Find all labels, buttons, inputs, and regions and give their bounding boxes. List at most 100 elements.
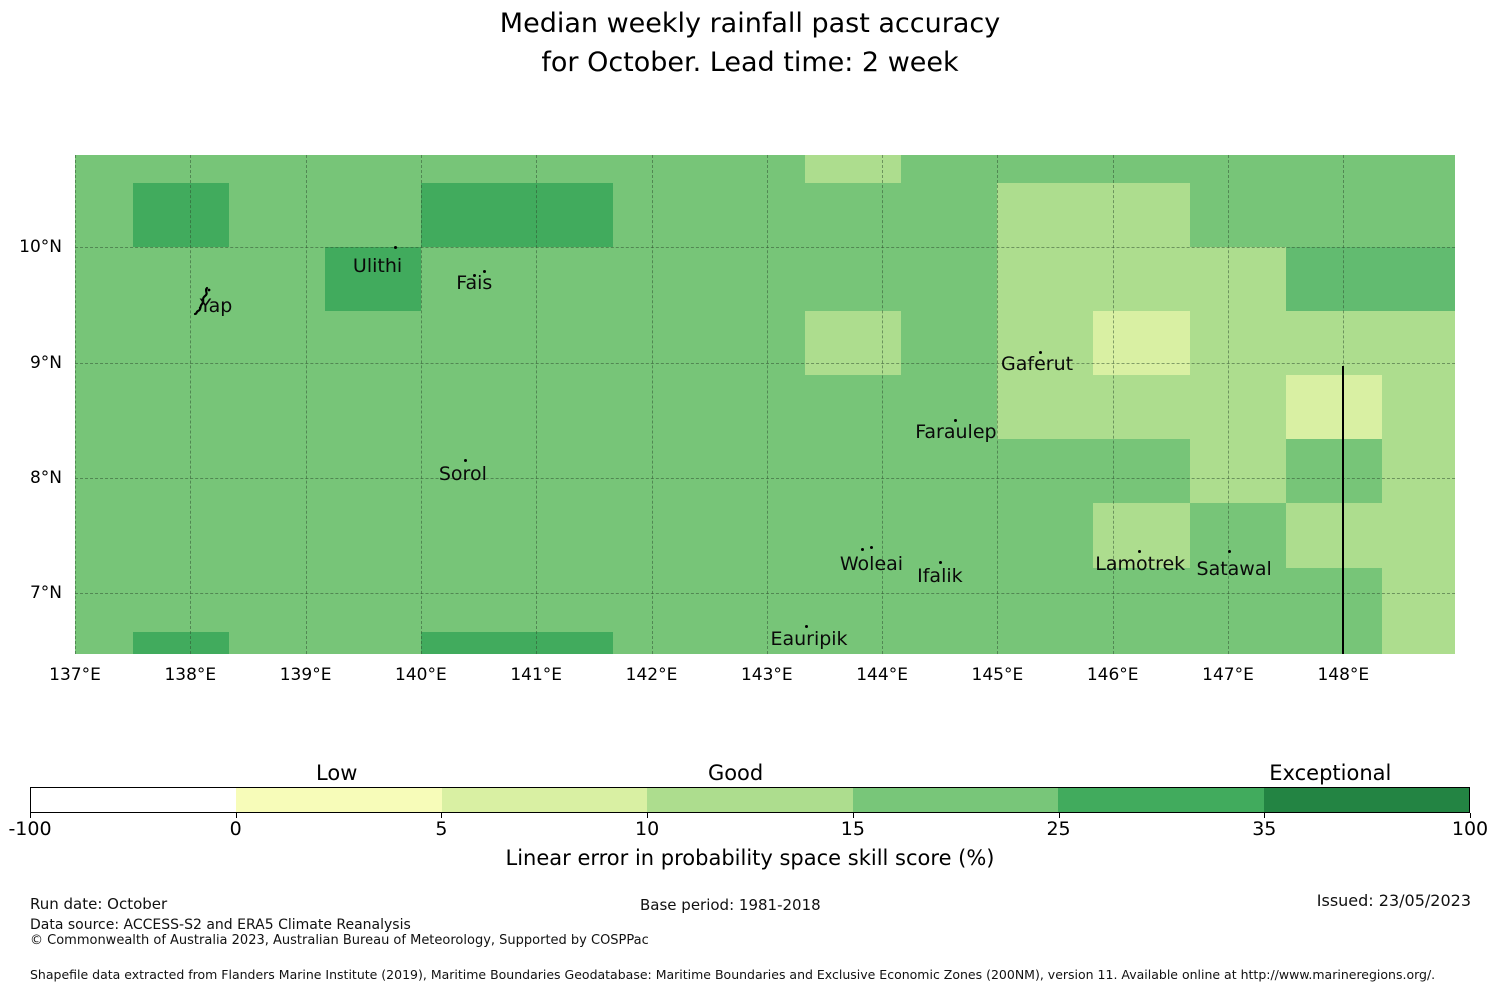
gridline-meridian	[75, 155, 76, 654]
colorbar-tick-label: 5	[435, 818, 448, 840]
x-axis-tick-label: 148°E	[1317, 665, 1370, 685]
island-label: Yap	[199, 295, 233, 318]
footer-copyright: © Commonwealth of Australia 2023, Austra…	[30, 933, 649, 948]
island-label: Ulithi	[352, 255, 403, 278]
colorbar-tick-mark	[30, 813, 31, 818]
x-axis-tick-label: 143°E	[740, 665, 793, 685]
colorbar-tick-mark	[441, 813, 443, 818]
gridline-parallel	[75, 593, 1455, 595]
gridline-parallel	[75, 477, 1455, 479]
island-label: Eauripik	[770, 627, 848, 650]
eez-boundary-line	[1342, 365, 1345, 654]
skill-cell-light	[1189, 439, 1286, 504]
colorbar	[30, 787, 1470, 813]
skill-cell-light	[1381, 631, 1455, 654]
skill-cell-pale	[1093, 311, 1190, 376]
gridline-meridian	[997, 155, 999, 654]
footer-data-source: Data source: ACCESS-S2 and ERA5 Climate …	[30, 917, 411, 933]
skill-cell-light	[1381, 375, 1455, 440]
skill-cell-dark	[324, 247, 421, 312]
island-label: Gaferut	[1001, 353, 1074, 376]
colorbar-axis-label: Linear error in probability space skill …	[505, 846, 995, 870]
island-marker-dot	[1227, 550, 1231, 554]
colorbar-zone-label: Good	[707, 761, 764, 785]
x-axis-tick-label: 141°E	[510, 665, 563, 685]
colorbar-segment	[441, 788, 648, 812]
chart-title: Median weekly rainfall past accuracy for…	[0, 4, 1500, 82]
gridline-parallel	[75, 362, 1455, 364]
gridline-parallel	[75, 247, 1455, 249]
x-axis-tick-label: 140°E	[395, 665, 447, 685]
footer-shapefile-note: Shapefile data extracted from Flanders M…	[30, 967, 1436, 982]
x-axis-tick-label: 139°E	[279, 665, 332, 685]
colorbar-segment	[236, 788, 442, 812]
skill-cell-light	[1093, 503, 1190, 568]
island-marker-dot	[472, 273, 476, 277]
island-label: Sorol	[438, 462, 487, 485]
colorbar-tick-label: -100	[8, 818, 52, 840]
island-label: Lamotrek	[1095, 552, 1186, 575]
colorbar-tick-mark	[1264, 813, 1266, 818]
gridline-meridian	[882, 155, 884, 654]
x-axis-tick-label: 147°E	[1202, 665, 1254, 685]
island-label: Woleai	[839, 553, 904, 576]
skill-cell-light	[1381, 567, 1455, 632]
y-axis-tick-label: 8°N	[29, 467, 62, 488]
chart-title-line1: Median weekly rainfall past accuracy	[499, 8, 1001, 39]
skill-cell-dark	[132, 183, 229, 248]
skill-cell-light	[997, 183, 1190, 248]
skill-cell-light	[997, 247, 1286, 312]
island-label: Faraulep	[915, 421, 997, 444]
island-marker-dot	[1137, 550, 1141, 554]
colorbar-segment	[1058, 788, 1264, 812]
skill-cell-light	[997, 311, 1094, 376]
island-label: Ifalik	[917, 565, 963, 587]
map-plot: Yap Ulithi Fais Sorol Gaferut Faraulep Woleai I…	[75, 155, 1455, 654]
gridline-meridian	[420, 155, 422, 654]
colorbar-segment	[852, 788, 1059, 812]
x-axis-tick-label: 138°E	[164, 665, 217, 685]
x-axis-tick-label: 137°E	[49, 665, 101, 685]
gridline-meridian	[1228, 155, 1229, 654]
gridline-meridian	[1112, 155, 1114, 654]
colorbar-segment	[31, 788, 237, 812]
colorbar-zone-label: Exceptional	[1269, 761, 1392, 785]
skill-cell-dark	[132, 631, 229, 654]
skill-cell-mdark	[1285, 247, 1455, 312]
y-axis-tick-label: 10°N	[19, 237, 62, 258]
island-marker-dot	[869, 545, 873, 549]
colorbar-tick-label: 10	[635, 818, 660, 840]
colorbar-segment	[647, 788, 853, 812]
gridline-meridian	[651, 155, 653, 654]
colorbar-tick-mark	[235, 813, 237, 818]
skill-cell-dark	[420, 183, 614, 248]
colorbar-tick-mark	[647, 813, 649, 818]
island-marker-dot	[394, 245, 398, 249]
skill-cell-light	[1285, 503, 1455, 568]
colorbar-tick-label: 0	[229, 818, 242, 840]
skill-cell-light	[997, 375, 1286, 440]
gridline-meridian	[766, 155, 768, 654]
island-marker-dot	[464, 459, 468, 463]
island-marker-dot	[860, 547, 864, 551]
skill-cell-light	[1381, 439, 1455, 504]
y-axis-tick-label: 7°N	[29, 583, 62, 604]
island-label: Satawal	[1196, 557, 1272, 580]
island-marker-dot	[804, 625, 808, 629]
x-axis-tick-label: 144°E	[856, 665, 908, 685]
island-label: Fais	[456, 272, 493, 295]
skill-cell-light	[805, 311, 902, 376]
y-axis-tick-label: 9°N	[29, 352, 62, 373]
footer-base-period: Base period: 1981-2018	[640, 896, 821, 914]
colorbar-tick-label: 35	[1252, 818, 1277, 840]
island-marker-dot	[1038, 350, 1042, 354]
island-marker-dot	[482, 269, 486, 273]
gridline-meridian	[305, 155, 307, 654]
colorbar-zone-label: Low	[316, 761, 358, 785]
gridline-meridian	[190, 155, 192, 654]
x-axis-tick-label: 142°E	[625, 665, 678, 685]
gridline-meridian	[536, 155, 538, 654]
skill-cell-light	[1189, 311, 1455, 376]
x-axis-tick-label: 145°E	[971, 665, 1024, 685]
